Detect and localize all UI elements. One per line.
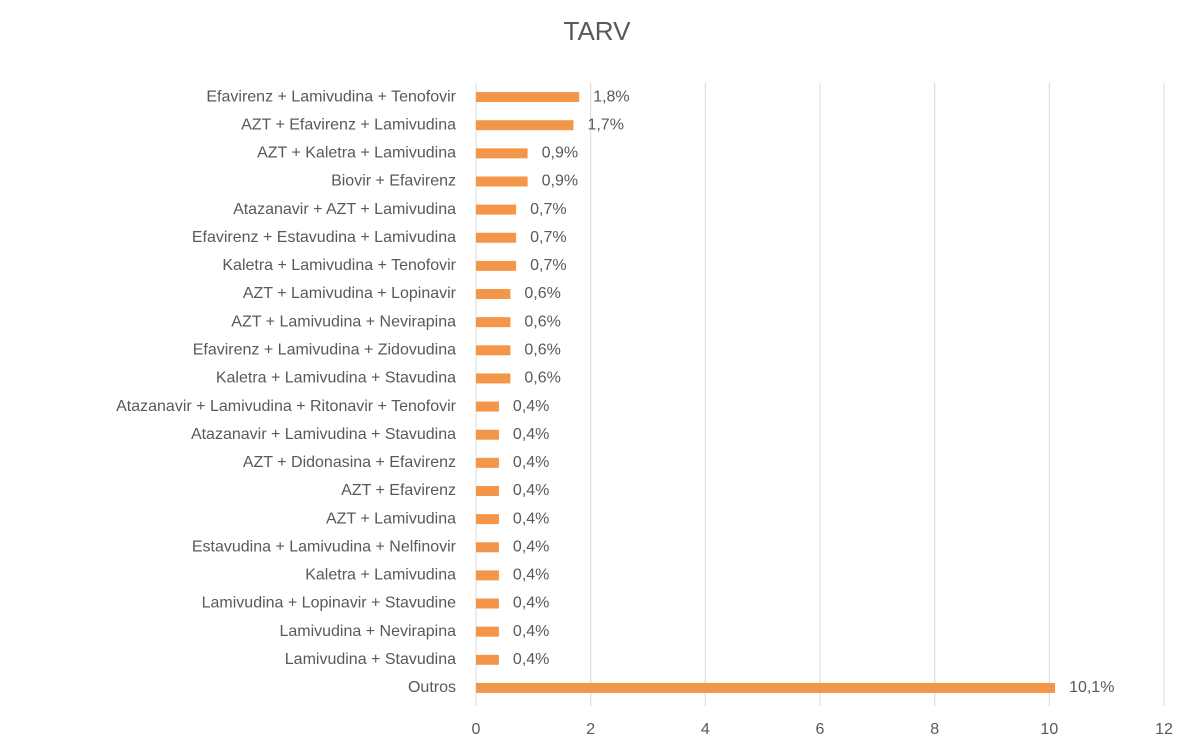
data-label: 0,4% xyxy=(513,482,549,499)
bar xyxy=(476,682,1056,693)
data-label: 0,9% xyxy=(542,173,578,190)
data-label: 0,4% xyxy=(513,651,549,668)
bar xyxy=(476,260,517,271)
y-tick-label: Kaletra + Lamivudina + Stavudina xyxy=(216,370,456,387)
y-tick-label: Efavirenz + Estavudina + Lamivudina xyxy=(192,229,456,246)
y-tick-label: AZT + Efavirenz xyxy=(341,482,456,499)
bar xyxy=(476,429,499,440)
y-tick-label: Biovir + Efavirenz xyxy=(331,173,456,190)
data-label: 0,4% xyxy=(513,567,549,584)
y-tick-label: AZT + Lamivudina xyxy=(326,510,456,527)
bar xyxy=(476,457,499,468)
data-label: 1,8% xyxy=(593,88,629,105)
data-label: 0,6% xyxy=(524,370,560,387)
data-label: 0,7% xyxy=(530,257,566,274)
y-tick-label: Lamivudina + Stavudina xyxy=(285,651,456,668)
data-label: 0,7% xyxy=(530,201,566,218)
bar xyxy=(476,485,499,496)
data-label: 0,6% xyxy=(524,313,560,330)
bar xyxy=(476,598,499,609)
bar xyxy=(476,626,499,637)
data-label: 0,4% xyxy=(513,510,549,527)
data-label: 0,4% xyxy=(513,623,549,640)
bar xyxy=(476,401,499,412)
x-tick-label: 8 xyxy=(930,721,939,738)
y-tick-label: Efavirenz + Lamivudina + Tenofovir xyxy=(206,88,456,105)
y-tick-label: Atazanavir + Lamivudina + Ritonavir + Te… xyxy=(116,398,457,415)
bar xyxy=(476,654,499,665)
y-tick-label: Kaletra + Lamivudina xyxy=(305,567,456,584)
y-tick-label: AZT + Efavirenz + Lamivudina xyxy=(241,116,456,133)
data-label: 0,6% xyxy=(524,342,560,359)
bar xyxy=(476,92,580,103)
data-label: 1,7% xyxy=(587,116,623,133)
y-tick-label: Outros xyxy=(408,679,456,696)
data-label: 0,4% xyxy=(513,454,549,471)
bar xyxy=(476,514,499,525)
y-tick-label: Lamivudina + Lopinavir + Stavudine xyxy=(202,595,456,612)
x-tick-label: 4 xyxy=(701,721,710,738)
x-tick-label: 2 xyxy=(586,721,595,738)
data-label: 10,1% xyxy=(1069,679,1114,696)
bar xyxy=(476,232,517,243)
x-tick-label: 6 xyxy=(816,721,825,738)
y-tick-label: AZT + Didonasina + Efavirenz xyxy=(243,454,456,471)
y-tick-label: Kaletra + Lamivudina + Tenofovir xyxy=(222,257,456,274)
x-tick-label: 12 xyxy=(1155,721,1173,738)
bar xyxy=(476,345,511,356)
y-tick-label: Lamivudina + Nevirapina xyxy=(279,623,456,640)
bar xyxy=(476,373,511,384)
bar xyxy=(476,289,511,300)
bar xyxy=(476,317,511,328)
data-label: 0,4% xyxy=(513,595,549,612)
bar xyxy=(476,176,528,187)
y-tick-label: AZT + Kaletra + Lamivudina xyxy=(257,145,456,162)
y-tick-label: Efavirenz + Lamivudina + Zidovudina xyxy=(193,342,456,359)
bar xyxy=(476,148,528,159)
data-label: 0,6% xyxy=(524,285,560,302)
bar xyxy=(476,204,517,215)
y-tick-label: AZT + Lamivudina + Nevirapina xyxy=(231,313,456,330)
bar xyxy=(476,570,499,581)
y-tick-label: Atazanavir + Lamivudina + Stavudina xyxy=(191,426,456,443)
data-label: 0,4% xyxy=(513,398,549,415)
data-label: 0,7% xyxy=(530,229,566,246)
data-label: 0,9% xyxy=(542,145,578,162)
x-tick-label: 0 xyxy=(472,721,481,738)
y-tick-label: AZT + Lamivudina + Lopinavir xyxy=(243,285,457,302)
chart-title: TARV xyxy=(564,16,632,46)
bar xyxy=(476,542,499,553)
y-tick-label: Estavudina + Lamivudina + Nelfinovir xyxy=(192,538,457,555)
x-tick-label: 10 xyxy=(1040,721,1058,738)
data-label: 0,4% xyxy=(513,538,549,555)
data-label: 0,4% xyxy=(513,426,549,443)
y-tick-label: Atazanavir + AZT + Lamivudina xyxy=(233,201,456,218)
bar xyxy=(476,120,574,131)
